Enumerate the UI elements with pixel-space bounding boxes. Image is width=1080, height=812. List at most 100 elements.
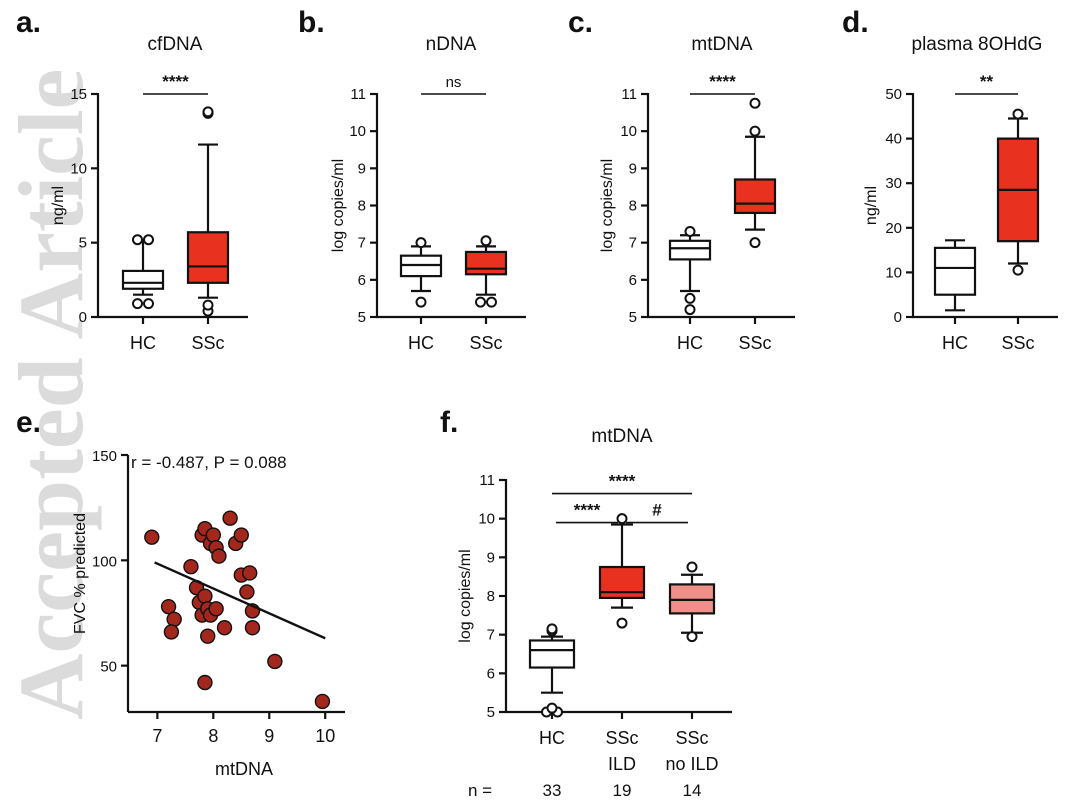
outlier-point bbox=[143, 234, 154, 246]
y-tick-label: 9 bbox=[358, 160, 366, 177]
y-axis-label: ng/ml bbox=[863, 186, 880, 225]
outlier-point bbox=[1012, 108, 1024, 120]
scatter-point bbox=[244, 620, 261, 636]
outlier-point bbox=[1012, 264, 1024, 276]
category-label: HC bbox=[942, 333, 968, 353]
y-axis-label: ng/ml bbox=[50, 186, 67, 225]
y-tick-label: 10 bbox=[70, 160, 87, 177]
panel-d: d. plasma 8OHdG 0 10 20 30 40 50 ng/ml HC SSc ** bbox=[842, 6, 1058, 353]
outlier-point bbox=[684, 226, 696, 238]
outlier-point bbox=[415, 296, 427, 308]
panel-a: a. cfDNA 0 5 10 15 ng/ml HC SSc **** bbox=[16, 6, 248, 353]
scatter-point bbox=[267, 653, 283, 670]
outlier-point bbox=[546, 623, 558, 635]
panel-letter: f. bbox=[440, 406, 458, 439]
box bbox=[464, 250, 508, 276]
box bbox=[186, 231, 230, 284]
y-tick-label: 7 bbox=[629, 235, 637, 252]
panel-letter: e. bbox=[16, 406, 41, 439]
outlier-point bbox=[749, 237, 761, 249]
significance-label: **** bbox=[709, 72, 736, 91]
panel-title: nDNA bbox=[426, 34, 477, 55]
watermark-text: Accepted Article bbox=[0, 69, 102, 720]
y-tick-label: 7 bbox=[358, 235, 366, 252]
y-tick-label: 8 bbox=[487, 588, 495, 605]
scatter-point bbox=[163, 624, 180, 640]
y-tick-label: 10 bbox=[885, 264, 902, 281]
category-label: SSc bbox=[469, 333, 502, 353]
scatter-point bbox=[183, 558, 199, 575]
outlier-point bbox=[202, 106, 214, 118]
scatter-point bbox=[208, 601, 224, 617]
scatter-point bbox=[222, 510, 238, 526]
panel-letter: d. bbox=[842, 6, 869, 39]
scatter-point bbox=[239, 584, 255, 600]
box bbox=[121, 269, 165, 290]
outlier-point bbox=[415, 237, 427, 249]
y-tick-label: 0 bbox=[79, 309, 87, 326]
y-tick-label: 50 bbox=[885, 86, 902, 103]
panel-letter: a. bbox=[16, 6, 41, 39]
category-label: HC bbox=[130, 333, 156, 353]
y-axis-label: log copies/ml bbox=[599, 159, 616, 252]
scatter-point bbox=[197, 588, 213, 604]
group-n: 14 bbox=[683, 781, 702, 800]
panel-e: e. r = -0.487, P = 0.088 50 100 150 7 8 9 10 mtDN… bbox=[16, 406, 345, 779]
correlation-annotation: r = -0.487, P = 0.088 bbox=[131, 453, 287, 472]
panel-letter: c. bbox=[568, 6, 593, 39]
y-axis-label: FVC % predicted bbox=[72, 513, 89, 634]
y-tick-label: 15 bbox=[70, 86, 87, 103]
category-label: SSc bbox=[738, 333, 771, 353]
y-tick-label: 30 bbox=[885, 175, 902, 192]
outlier-point bbox=[132, 298, 143, 310]
outlier-point bbox=[686, 561, 698, 573]
group-n: 33 bbox=[543, 781, 562, 800]
outlier-point bbox=[686, 631, 698, 643]
outlier-point bbox=[749, 125, 761, 137]
box bbox=[668, 239, 712, 261]
outlier-point bbox=[480, 235, 492, 247]
y-tick-label: 11 bbox=[479, 472, 495, 489]
panel-title: mtDNA bbox=[591, 426, 653, 447]
category-label: SSc bbox=[675, 728, 708, 748]
y-tick-label: 5 bbox=[358, 309, 366, 326]
y-tick-label: 20 bbox=[885, 220, 902, 237]
panel-letter: b. bbox=[298, 6, 325, 39]
y-tick-label: 50 bbox=[100, 659, 117, 676]
outlier-point bbox=[749, 97, 761, 109]
y-tick-label: 150 bbox=[92, 448, 117, 465]
outlier-point bbox=[475, 296, 486, 308]
category-label: SSc bbox=[191, 333, 224, 353]
y-axis-label: log copies/ml bbox=[457, 549, 474, 642]
y-tick-label: 9 bbox=[629, 160, 637, 177]
box bbox=[933, 246, 977, 296]
y-tick-label: 0 bbox=[894, 309, 902, 326]
box bbox=[528, 639, 576, 669]
y-tick-label: 8 bbox=[358, 198, 366, 215]
scatter-point bbox=[160, 598, 177, 615]
outlier-point bbox=[202, 299, 214, 311]
panel-title: cfDNA bbox=[148, 34, 203, 55]
y-tick-label: 100 bbox=[92, 553, 117, 570]
scatter-point bbox=[200, 628, 216, 644]
y-axis-label: log copies/ml bbox=[330, 159, 347, 252]
panel-title: mtDNA bbox=[691, 34, 753, 55]
scatter-point bbox=[233, 527, 249, 543]
y-tick-label: 5 bbox=[79, 235, 87, 252]
y-tick-label: 9 bbox=[487, 549, 495, 566]
y-tick-label: 40 bbox=[885, 131, 902, 148]
y-tick-label: 10 bbox=[620, 123, 637, 140]
panel-f: f. mtDNA 5 6 7 8 9 10 11 log copies/ml HC 33 SSc ILD 1… bbox=[440, 406, 732, 800]
y-tick-label: 11 bbox=[350, 86, 366, 103]
scatter-point bbox=[241, 565, 258, 581]
category-label: SSc bbox=[605, 728, 638, 748]
outlier-point bbox=[684, 304, 696, 316]
category-label: HC bbox=[677, 333, 703, 353]
y-tick-label: 5 bbox=[629, 309, 637, 326]
n-label: n = bbox=[468, 781, 492, 800]
box bbox=[733, 178, 777, 215]
y-tick-label: 7 bbox=[487, 627, 495, 644]
significance-label: ns bbox=[446, 74, 462, 91]
significance-label: **** bbox=[162, 72, 189, 91]
